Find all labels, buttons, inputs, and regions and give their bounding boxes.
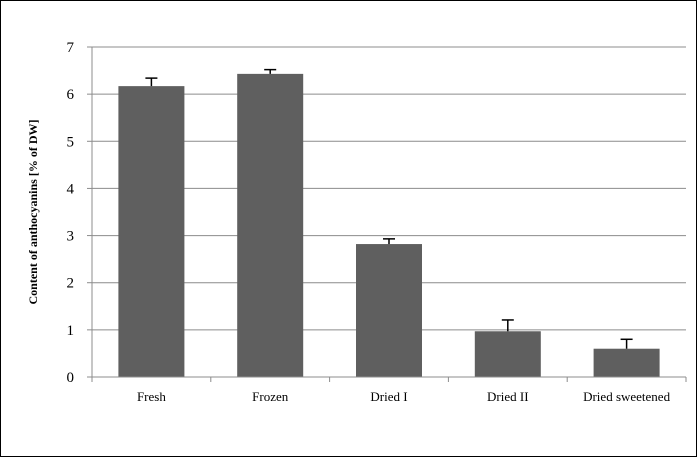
bar-dried-i — [356, 244, 422, 377]
y-tick-label: 1 — [67, 323, 75, 339]
x-tick-label: Dried I — [370, 389, 407, 404]
x-tick-labels: Fresh Frozen Dried I Dried II Dried sweetene… — [137, 389, 671, 404]
bars — [118, 73, 660, 377]
bar-dried-sweetened — [593, 348, 660, 377]
y-tick-labels: 0 1 2 3 4 5 6 7 — [67, 40, 75, 386]
y-tick-label: 5 — [67, 134, 75, 150]
bar-dried-ii — [474, 331, 541, 377]
axes — [87, 46, 687, 382]
y-tick-label: 3 — [67, 229, 75, 245]
y-tick-label: 2 — [67, 276, 75, 292]
bar-fresh — [118, 86, 185, 377]
error-bars — [145, 68, 633, 349]
y-tick-label: 7 — [67, 40, 75, 56]
y-tick-label: 0 — [67, 370, 75, 386]
y-tick-label: 4 — [67, 181, 75, 197]
y-axis-title: Content of anthocyanins [% of DW] — [26, 119, 40, 304]
x-tick-label: Dried II — [487, 389, 529, 404]
bar-frozen — [237, 73, 304, 377]
x-tick-label: Frozen — [252, 389, 289, 404]
x-tick-label: Dried sweetened — [583, 389, 670, 404]
x-tick-label: Fresh — [137, 389, 166, 404]
y-tick-label: 6 — [67, 87, 75, 103]
gridlines — [92, 46, 686, 331]
